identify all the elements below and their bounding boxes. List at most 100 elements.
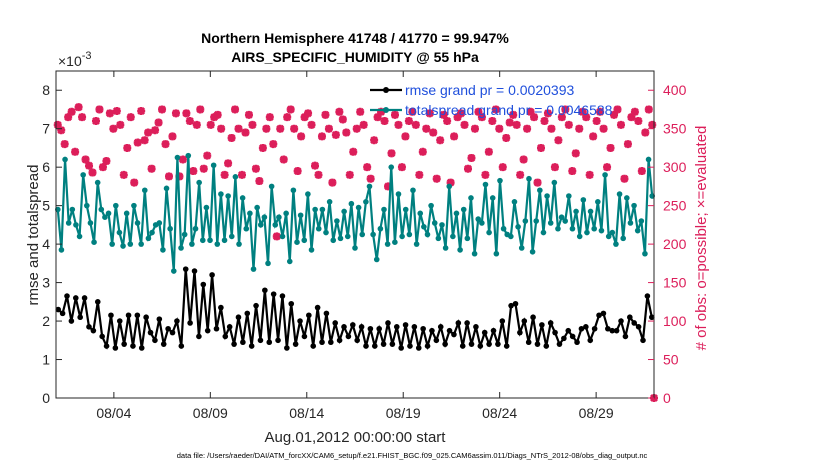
rmse-point bbox=[279, 293, 286, 299]
rmse-point bbox=[503, 343, 510, 349]
totalspread-point bbox=[609, 229, 616, 236]
totalspread-point bbox=[276, 214, 282, 220]
x-tick-label: 08/04 bbox=[96, 405, 131, 421]
totalspread-point bbox=[439, 222, 445, 228]
rmse-point bbox=[226, 324, 233, 330]
obs-evaluated-point bbox=[557, 113, 566, 122]
totalspread-point bbox=[442, 245, 449, 251]
totalspread-point bbox=[254, 204, 260, 211]
obs-evaluated-point bbox=[585, 170, 594, 179]
obs-evaluated-point bbox=[370, 136, 379, 145]
obs-evaluated-point bbox=[530, 113, 539, 122]
totalspread-point bbox=[91, 239, 97, 245]
totalspread-point bbox=[569, 225, 576, 232]
obs-evaluated-point bbox=[91, 117, 100, 126]
totalspread-point bbox=[421, 224, 427, 230]
totalspread-point bbox=[399, 233, 405, 240]
obs-evaluated-point bbox=[564, 120, 573, 129]
rmse-point bbox=[429, 327, 435, 334]
obs-evaluated-point bbox=[571, 149, 580, 158]
obs-evaluated-point bbox=[422, 124, 431, 133]
rmse-point bbox=[332, 320, 339, 326]
totalspread-point bbox=[181, 231, 188, 238]
obs-evaluated-point bbox=[276, 124, 285, 133]
rmse-point bbox=[354, 337, 360, 344]
rmse-point bbox=[178, 343, 185, 349]
totalspread-point bbox=[500, 225, 507, 232]
legend-label: rmse grand pr = 0.0020393 bbox=[405, 82, 574, 98]
totalspread-point bbox=[319, 206, 326, 213]
obs-evaluated-point bbox=[140, 136, 149, 145]
obs-evaluated-point bbox=[436, 136, 445, 145]
rmse-point bbox=[182, 266, 189, 272]
totalspread-point bbox=[489, 195, 496, 201]
totalspread-point bbox=[348, 200, 355, 207]
totalspread-point bbox=[359, 231, 366, 238]
obs-evaluated-point bbox=[356, 107, 365, 116]
rmse-point bbox=[398, 345, 404, 351]
totalspread-point bbox=[373, 256, 380, 263]
totalspread-point bbox=[634, 227, 641, 234]
obs-evaluated-point bbox=[144, 128, 153, 137]
rmse-point bbox=[508, 302, 514, 309]
obs-evaluated-point bbox=[411, 120, 420, 129]
rmse-point bbox=[512, 300, 519, 307]
legend-swatch-marker bbox=[383, 107, 389, 113]
totalspread-point bbox=[363, 199, 369, 205]
rmse-point bbox=[574, 339, 580, 346]
rmse-point bbox=[539, 322, 545, 328]
totalspread-point bbox=[210, 162, 217, 169]
rmse-point bbox=[187, 320, 193, 326]
totalspread-point bbox=[587, 208, 594, 215]
obs-evaluated-point bbox=[401, 132, 410, 141]
obs-evaluated-point bbox=[620, 174, 629, 183]
y-right-tick-label: 200 bbox=[663, 236, 687, 252]
obs-evaluated-point bbox=[342, 128, 351, 137]
rmse-point bbox=[627, 314, 633, 321]
obs-evaluated-point bbox=[547, 124, 556, 133]
totalspread-point bbox=[605, 233, 612, 240]
totalspread-point bbox=[247, 210, 253, 217]
totalspread-point bbox=[508, 233, 514, 240]
totalspread-point bbox=[406, 231, 413, 238]
obs-evaluated-point bbox=[321, 110, 330, 119]
totalspread-point bbox=[395, 191, 402, 197]
obs-evaluated-point bbox=[519, 155, 528, 164]
rmse-point bbox=[468, 341, 475, 347]
totalspread-point bbox=[381, 206, 387, 213]
rmse-point bbox=[596, 312, 602, 319]
totalspread-point bbox=[131, 202, 137, 209]
totalspread-point bbox=[471, 250, 478, 257]
rmse-point bbox=[640, 337, 646, 344]
obs-evaluated-point bbox=[596, 107, 605, 116]
totalspread-point bbox=[265, 260, 271, 267]
totalspread-point bbox=[305, 191, 311, 197]
obs-evaluated-point bbox=[185, 117, 194, 126]
totalspread-point bbox=[145, 235, 152, 242]
rmse-point bbox=[297, 318, 303, 324]
obs-evaluated-point bbox=[648, 120, 657, 129]
totalspread-point bbox=[87, 220, 94, 226]
rmse-point bbox=[455, 320, 462, 326]
rmse-point bbox=[530, 314, 536, 321]
obs-evaluated-point bbox=[147, 164, 156, 173]
totalspread-point bbox=[178, 245, 184, 251]
rmse-point bbox=[622, 333, 629, 340]
obs-evaluated-point bbox=[203, 151, 212, 160]
obs-evaluated-point bbox=[582, 113, 591, 122]
totalspread-point bbox=[84, 202, 90, 209]
chart-title-line1: Northern Hemisphere 41748 / 41770 = 99.9… bbox=[201, 30, 509, 46]
obs-evaluated-point bbox=[74, 103, 83, 112]
totalspread-point bbox=[392, 239, 398, 245]
obs-evaluated-point bbox=[338, 115, 347, 124]
rmse-point bbox=[525, 339, 532, 346]
totalspread-point bbox=[638, 218, 645, 224]
plot-frame bbox=[55, 70, 655, 399]
rmse-point bbox=[345, 333, 352, 340]
obs-evaluated-point bbox=[317, 132, 326, 141]
rmse-point bbox=[90, 327, 97, 334]
obs-evaluated-point bbox=[158, 105, 167, 114]
totalspread-point bbox=[529, 249, 536, 255]
rmse-point bbox=[55, 306, 61, 313]
obs-evaluated-point bbox=[390, 110, 399, 119]
